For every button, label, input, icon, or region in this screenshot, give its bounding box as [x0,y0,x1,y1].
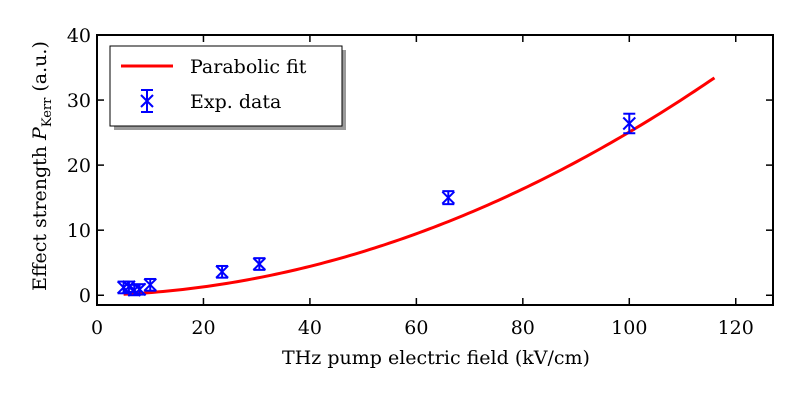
plot-frame [96,34,774,306]
y-tick-label: 10 [67,220,91,242]
y-axis-label: Effect strength PKerr (a.u.) [29,41,55,291]
data-point [132,282,147,297]
y-tick-label: 20 [67,155,91,177]
y-tick-label: 0 [79,285,91,307]
x-tick-label: 20 [191,317,215,339]
data-point [441,190,456,206]
legend-data-swatch [140,89,154,113]
plot-area: 0 20 40 60 80 100 120 0 10 20 30 40 [67,25,774,339]
legend-fit-label: Parabolic fit [190,56,307,78]
x-tick-label: 100 [611,317,647,339]
fit-curve [123,76,716,296]
data-point [622,112,636,135]
x-tick-label: 80 [511,317,535,339]
legend-data-label: Exp. data [190,91,281,113]
data-point [215,264,229,279]
x-axis-label: THz pump electric field (kV/cm) [282,347,590,369]
y-tick-label: 30 [67,90,91,112]
x-tick-label: 0 [91,317,103,339]
x-tick-label: 120 [718,317,754,339]
x-tick-label: 40 [298,317,322,339]
legend: Parabolic fit Exp. data [109,45,346,130]
x-tick-label: 60 [404,317,428,339]
data-point [252,257,267,271]
data-point [143,277,157,292]
y-tick-label: 40 [67,25,91,47]
